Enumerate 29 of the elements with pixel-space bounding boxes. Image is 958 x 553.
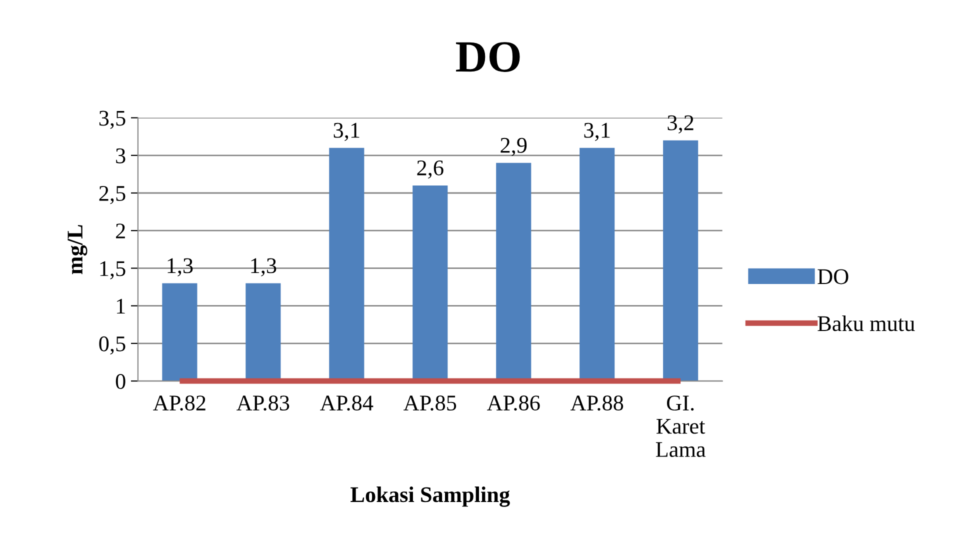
data-label: 3,1 [334,122,360,141]
legend-label: Baku mutu [818,316,915,332]
x-tick-label: AP.83 [236,396,290,411]
y-tick-label: 2,5 [99,186,126,204]
y-tick-label: 0,5 [99,336,126,355]
x-tick-label: AP.86 [486,396,540,411]
legend-label: DO [818,269,848,284]
y-axis-title: mg/L [68,225,88,274]
data-label: 3,1 [584,122,610,141]
x-tick-label: GI. Karet Lama [656,396,706,458]
x-tick-label: AP.88 [570,396,624,411]
x-axis-title: Lokasi Sampling [350,486,510,507]
x-tick-label: AP.82 [153,396,206,411]
bar [162,283,198,382]
data-label: 3,2 [668,115,694,134]
data-label: 1,3 [251,258,276,276]
y-tick-label: 3,5 [99,110,126,129]
y-tick-label: 3 [116,148,126,164]
data-label: 2,9 [500,138,527,156]
y-tick-label: 1,5 [100,261,126,280]
bar [663,140,698,382]
data-label: 1,3 [168,258,193,276]
x-tick-label: AP.84 [320,396,374,411]
x-tick-label: AP.85 [404,396,456,411]
y-tick-label: 2 [116,224,125,238]
data-label: 2,6 [417,160,444,179]
y-tick-label: 0 [116,374,126,389]
chart-title: DO [456,42,520,72]
y-tick-label: 1 [116,298,125,314]
